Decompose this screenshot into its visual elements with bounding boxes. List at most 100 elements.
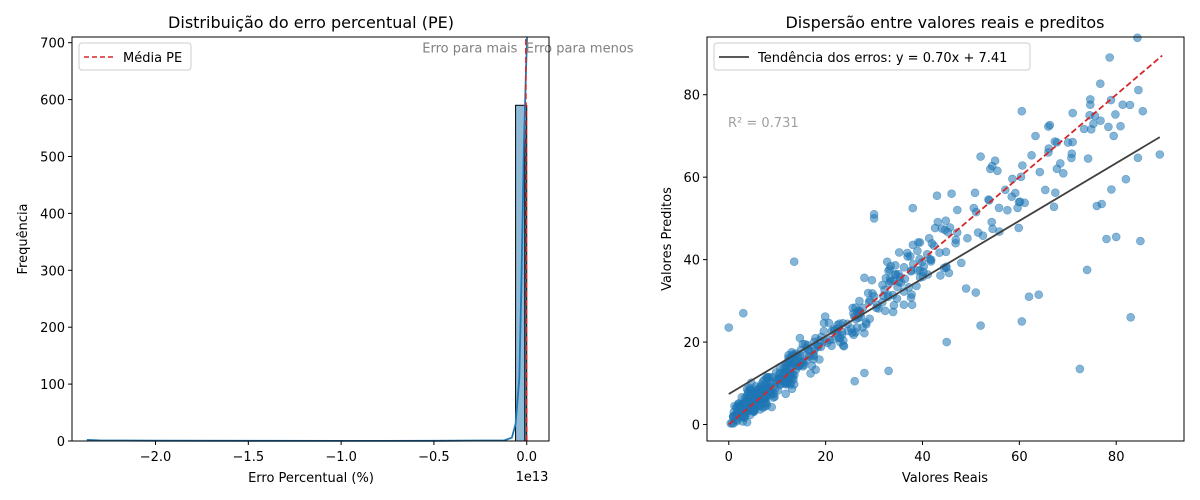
y-tick-label: 200 <box>40 321 65 336</box>
scatter-point <box>1014 223 1024 233</box>
annotation-1: Erro para menos <box>526 41 634 56</box>
scatter-point <box>819 318 829 328</box>
scatter-point <box>819 326 829 336</box>
scatter-point <box>1085 111 1094 120</box>
scatter-point <box>943 227 953 237</box>
x-tick-label: −1.5 <box>233 450 265 465</box>
scatter-point <box>1109 131 1118 141</box>
histogram-axes-frame <box>71 36 550 442</box>
scatter-point <box>976 152 985 161</box>
scatter-point <box>1118 100 1127 109</box>
scatter-chart: Dispersão entre valores reais e preditos… <box>660 13 1185 486</box>
scatter-point <box>1075 364 1085 374</box>
scatter-point <box>1068 108 1077 118</box>
scatter-point <box>908 203 918 213</box>
scatter-point <box>984 195 993 204</box>
scatter-point <box>906 266 916 275</box>
scatter-point <box>971 288 981 297</box>
scatter-point <box>1116 121 1125 131</box>
scatter-point <box>1035 167 1045 177</box>
scatter-point <box>1121 174 1131 184</box>
scatter-point <box>1044 122 1053 131</box>
r2-annotation: R² = 0.731 <box>728 116 799 131</box>
histogram-legend: Média PE <box>78 42 192 71</box>
y-tick-label: 40 <box>683 254 700 269</box>
scatter-point <box>1034 290 1043 300</box>
scatter-point <box>1125 100 1135 110</box>
scatter-point <box>988 224 997 234</box>
scatter-point <box>1017 317 1027 326</box>
scatter-point <box>886 261 896 271</box>
scatter-point <box>759 392 769 401</box>
scatter-point <box>925 254 935 264</box>
scatter-point <box>749 396 758 406</box>
x-tick-label: 60 <box>1011 450 1028 465</box>
legend-mean-label: Média PE <box>123 51 182 66</box>
scatter-point <box>1102 234 1111 244</box>
scatter-point <box>850 376 860 386</box>
scatter-point <box>860 273 869 283</box>
scatter-point <box>1013 203 1022 213</box>
scatter-point <box>1020 198 1029 208</box>
scatter-point <box>1068 137 1077 147</box>
scatter-point <box>843 326 853 336</box>
scatter-point <box>1086 95 1095 104</box>
histogram-y-ticks: 0 100 200 300 400 500 600 700 <box>40 37 72 450</box>
scatter-point <box>963 233 972 243</box>
scatter-point <box>835 333 845 343</box>
scatter-point <box>1133 153 1143 163</box>
x-tick-label: 80 <box>1108 450 1125 465</box>
histogram-title: Distribuição do erro percentual (PE) <box>168 13 454 32</box>
scatter-point <box>1079 124 1089 134</box>
scatter-point <box>927 239 937 248</box>
histogram-x-label: Erro Percentual (%) <box>248 471 374 486</box>
scatter-x-label: Valores Reais <box>902 471 988 486</box>
scatter-point <box>739 413 749 423</box>
scatter-point <box>727 418 737 428</box>
scatter-point <box>961 284 971 293</box>
x-offset-label: 1e13 <box>516 470 549 485</box>
scatter-point <box>1007 192 1017 201</box>
scatter-point <box>852 323 862 332</box>
scatter-point <box>902 248 912 258</box>
scatter-point <box>1107 185 1116 194</box>
scatter-point <box>1003 205 1012 215</box>
scatter-title: Dispersão entre valores reais e preditos <box>785 13 1104 32</box>
scatter-point <box>1059 169 1068 178</box>
scatter-point <box>1111 232 1121 242</box>
scatter-point <box>1067 153 1076 163</box>
x-tick-label: −0.5 <box>418 450 450 465</box>
scatter-point <box>936 271 945 280</box>
scatter-point <box>1049 202 1059 212</box>
histogram-y-label: Frequência <box>16 203 31 274</box>
scatter-point <box>932 191 942 200</box>
scatter-point <box>951 235 961 245</box>
scatter-point <box>969 203 979 213</box>
scatter-point <box>860 368 869 378</box>
scatter-point <box>913 238 923 247</box>
y-tick-label: 60 <box>683 171 700 186</box>
scatter-point <box>915 265 925 275</box>
identity-line <box>728 54 1163 426</box>
annotation-0: Erro para mais <box>422 41 517 56</box>
y-tick-label: 700 <box>40 37 65 52</box>
scatter-point <box>1096 116 1105 125</box>
scatter-point <box>1031 131 1040 141</box>
scatter-point <box>990 156 1000 165</box>
y-tick-label: 400 <box>40 207 65 222</box>
scatter-point <box>755 405 765 414</box>
scatter-point <box>1134 85 1143 95</box>
y-tick-label: 80 <box>683 89 700 104</box>
scatter-point <box>1138 106 1148 116</box>
scatter-point <box>1082 265 1092 275</box>
scatter-point <box>1027 151 1036 160</box>
scatter-point <box>738 308 748 318</box>
scatter-point <box>993 166 1002 176</box>
scatter-point <box>976 321 985 330</box>
histogram-chart: Distribuição do erro percentual (PE) Err… <box>16 13 634 486</box>
scatter-point <box>855 296 864 306</box>
scatter-point <box>740 398 750 407</box>
scatter-point <box>1111 110 1120 119</box>
scatter-point <box>1052 164 1062 174</box>
x-tick-label: 20 <box>817 450 834 465</box>
